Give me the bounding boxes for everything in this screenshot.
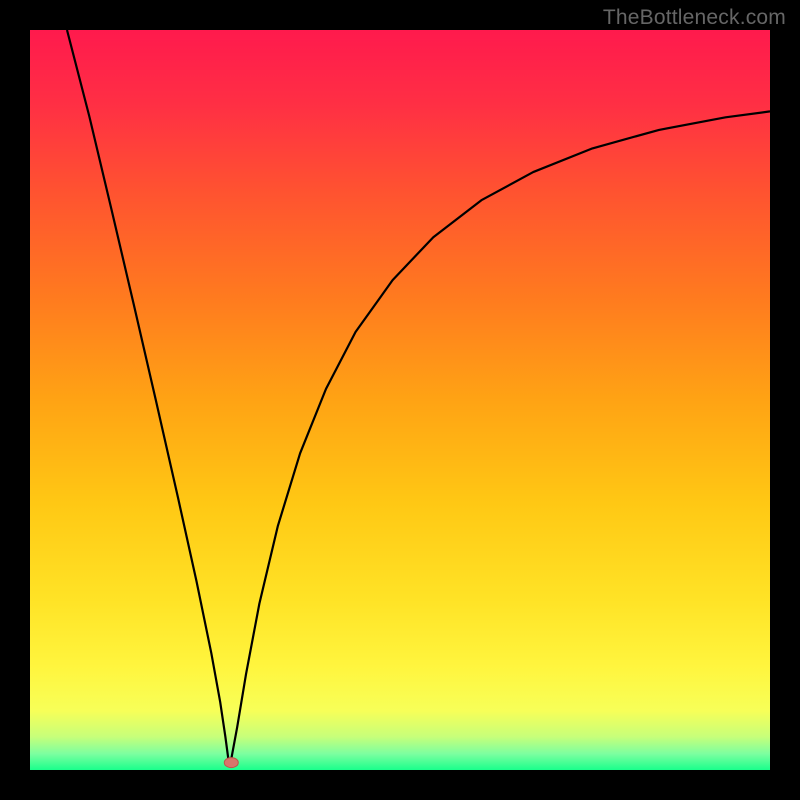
watermark-text: TheBottleneck.com xyxy=(603,6,786,30)
chart-background xyxy=(30,30,770,770)
chart-container: TheBottleneck.com xyxy=(0,0,800,800)
optimum-marker xyxy=(224,758,238,768)
bottleneck-chart xyxy=(0,0,800,800)
